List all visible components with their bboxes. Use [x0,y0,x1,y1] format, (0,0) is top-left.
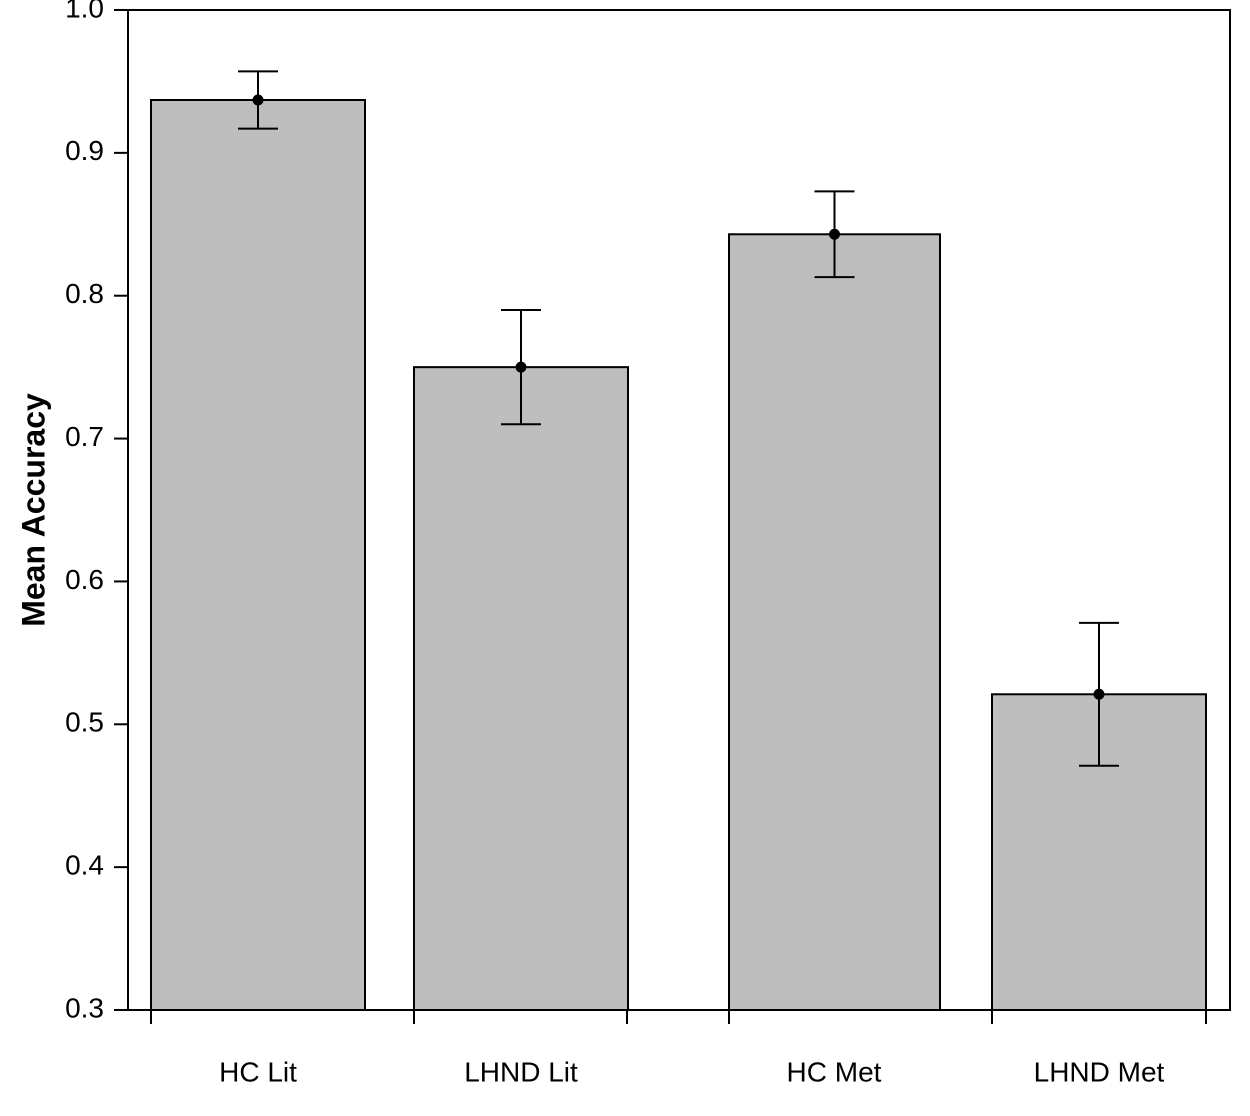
y-axis-label: Mean Accuracy [15,393,51,627]
y-tick-label: 0.6 [65,564,104,595]
y-tick-label: 0.4 [65,850,104,881]
bar-0 [151,100,365,1010]
mean-marker-2 [830,229,840,239]
bar-2 [729,234,940,1010]
y-tick-label: 1.0 [65,0,104,23]
bar-chart: 0.3 0.4 0.5 0.6 0.7 0.8 0.9 1.0 HC Lit LHND Lit HC… [0,0,1250,1116]
y-tick-label: 0.9 [65,135,104,166]
x-category-label: HC Lit [219,1056,297,1087]
mean-marker-3 [1094,689,1104,699]
y-tick-label: 0.5 [65,707,104,738]
y-tick-label: 0.3 [65,992,104,1023]
x-category-label: LHND Met [1034,1056,1165,1087]
mean-marker-1 [516,362,526,372]
mean-marker-0 [253,95,263,105]
bar-1 [414,367,628,1010]
y-tick-label: 0.7 [65,421,104,452]
x-category-label: LHND Lit [464,1056,578,1087]
y-tick-label: 0.8 [65,278,104,309]
x-category-label: HC Met [787,1056,882,1087]
